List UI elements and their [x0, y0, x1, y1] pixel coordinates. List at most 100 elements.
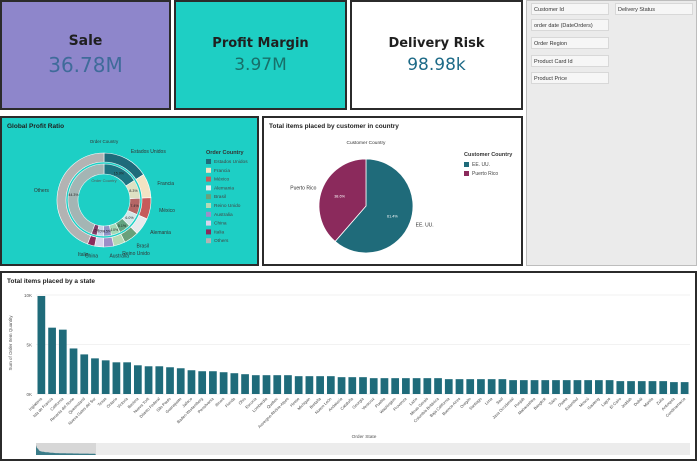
- bar[interactable]: [305, 376, 314, 394]
- bar[interactable]: [133, 365, 142, 394]
- bar[interactable]: [69, 348, 78, 394]
- bar[interactable]: [230, 373, 239, 394]
- bar[interactable]: [519, 380, 528, 394]
- bar[interactable]: [402, 378, 410, 394]
- bar[interactable]: [627, 381, 635, 394]
- bar[interactable]: [595, 380, 603, 394]
- kpi-risk-label: Delivery Risk: [388, 35, 485, 51]
- bar[interactable]: [616, 381, 625, 394]
- bar[interactable]: [294, 376, 303, 394]
- pie-chart[interactable]: Customer Country 61.4% EE. UU. 38.6% Puerto …: [264, 118, 521, 264]
- kpi-sale-value: 36.78M: [48, 53, 123, 77]
- bar[interactable]: [530, 380, 539, 394]
- bar[interactable]: [477, 379, 485, 394]
- bar[interactable]: [487, 379, 496, 394]
- bar[interactable]: [209, 371, 217, 394]
- bar[interactable]: [648, 381, 657, 394]
- bar[interactable]: [455, 379, 464, 394]
- bar[interactable]: [241, 374, 249, 394]
- bar[interactable]: [155, 366, 164, 394]
- bar-xtick-label: Seúl: [495, 396, 504, 405]
- kpi-card-sale[interactable]: Sale 36.78M: [0, 0, 171, 110]
- pie-slice[interactable]: [334, 158, 414, 254]
- bar[interactable]: [58, 329, 67, 394]
- bar[interactable]: [251, 375, 260, 394]
- bar[interactable]: [176, 368, 185, 394]
- bar[interactable]: [573, 380, 582, 394]
- pie-legend-title: Customer Country: [464, 152, 513, 158]
- donut-legend-label: Brasil: [214, 194, 226, 200]
- bar[interactable]: [348, 377, 357, 394]
- filter-customer-id[interactable]: Customer Id: [531, 3, 609, 15]
- bar[interactable]: [637, 381, 646, 394]
- bar[interactable]: [316, 376, 324, 394]
- bar[interactable]: [326, 376, 335, 394]
- filter-order-region[interactable]: Order Region: [531, 37, 609, 49]
- filter-product-card-id[interactable]: Product Card Id: [531, 55, 609, 67]
- donut-slice-label: Brasil: [136, 244, 149, 250]
- pie-slice[interactable]: [318, 158, 367, 243]
- bar-xtick-label: Santiago: [468, 396, 483, 411]
- bar[interactable]: [123, 362, 131, 394]
- donut-outer-slice[interactable]: [56, 152, 105, 245]
- filter-delivery-status[interactable]: Delivery Status: [615, 3, 693, 15]
- bar[interactable]: [37, 295, 46, 394]
- items-by-state-card[interactable]: Total items placed by a state 10K 5K 0K Sum…: [0, 271, 697, 461]
- bar[interactable]: [166, 367, 174, 394]
- bar[interactable]: [584, 380, 593, 394]
- bar[interactable]: [680, 382, 689, 394]
- bar[interactable]: [284, 375, 292, 394]
- bar[interactable]: [144, 366, 153, 394]
- bar[interactable]: [562, 380, 571, 394]
- filter-product-price-label[interactable]: Product Price: [531, 72, 609, 84]
- bar[interactable]: [466, 379, 475, 394]
- customer-country-card[interactable]: Total items placed by customer in countr…: [262, 116, 523, 266]
- bar[interactable]: [337, 377, 346, 394]
- filter-order-date-label[interactable]: order date (DateOrders): [531, 19, 609, 31]
- bar[interactable]: [91, 358, 99, 394]
- bar[interactable]: [112, 362, 121, 394]
- bar[interactable]: [412, 378, 421, 394]
- filter-order-region-label[interactable]: Order Region: [531, 37, 609, 49]
- bar[interactable]: [262, 375, 271, 394]
- filter-order-date[interactable]: order date (DateOrders): [531, 19, 609, 31]
- filter-product-price[interactable]: Product Price: [531, 72, 609, 84]
- bar[interactable]: [273, 375, 282, 394]
- kpi-sale-label: Sale: [68, 33, 103, 49]
- bar[interactable]: [659, 381, 668, 394]
- bar[interactable]: [498, 379, 507, 394]
- kpi-card-profit-margin[interactable]: Profit Margin 3.97M: [174, 0, 347, 110]
- filter-delivery-status-label[interactable]: Delivery Status: [615, 3, 693, 15]
- kpi-card-delivery-risk[interactable]: Delivery Risk 98.98k: [350, 0, 523, 110]
- bar-range-track[interactable]: [36, 443, 690, 455]
- bar[interactable]: [509, 380, 517, 394]
- bar[interactable]: [80, 354, 89, 394]
- bar[interactable]: [380, 378, 389, 394]
- bar[interactable]: [434, 378, 442, 394]
- bar[interactable]: [219, 372, 228, 394]
- bar[interactable]: [369, 378, 378, 394]
- donut-outer-slice[interactable]: [103, 236, 115, 248]
- bar[interactable]: [101, 360, 110, 394]
- bar[interactable]: [670, 382, 678, 394]
- bar-range-handle[interactable]: [36, 443, 96, 455]
- bar[interactable]: [391, 378, 400, 394]
- bar[interactable]: [444, 379, 453, 394]
- bar-xtick-label: Lazio: [408, 396, 419, 407]
- bar[interactable]: [198, 371, 207, 394]
- bar[interactable]: [541, 380, 550, 394]
- filter-customer-id-label[interactable]: Customer Id: [531, 3, 609, 15]
- bar[interactable]: [48, 327, 56, 394]
- bar[interactable]: [423, 378, 432, 394]
- donut-chart[interactable]: Order Country Order Country 15.9% Estados U…: [2, 118, 257, 264]
- bar[interactable]: [187, 370, 196, 394]
- bar[interactable]: [359, 377, 367, 394]
- global-profit-ratio-card[interactable]: Global Profit Ratio Order Country Order C…: [0, 116, 259, 266]
- bar-xtick-label: Texas: [96, 396, 107, 407]
- bar[interactable]: [552, 380, 560, 394]
- bar[interactable]: [605, 380, 614, 394]
- filter-product-card-id-label[interactable]: Product Card Id: [531, 55, 609, 67]
- donut-outer-slice[interactable]: [138, 197, 152, 220]
- donut-inner-slice[interactable]: [67, 163, 105, 235]
